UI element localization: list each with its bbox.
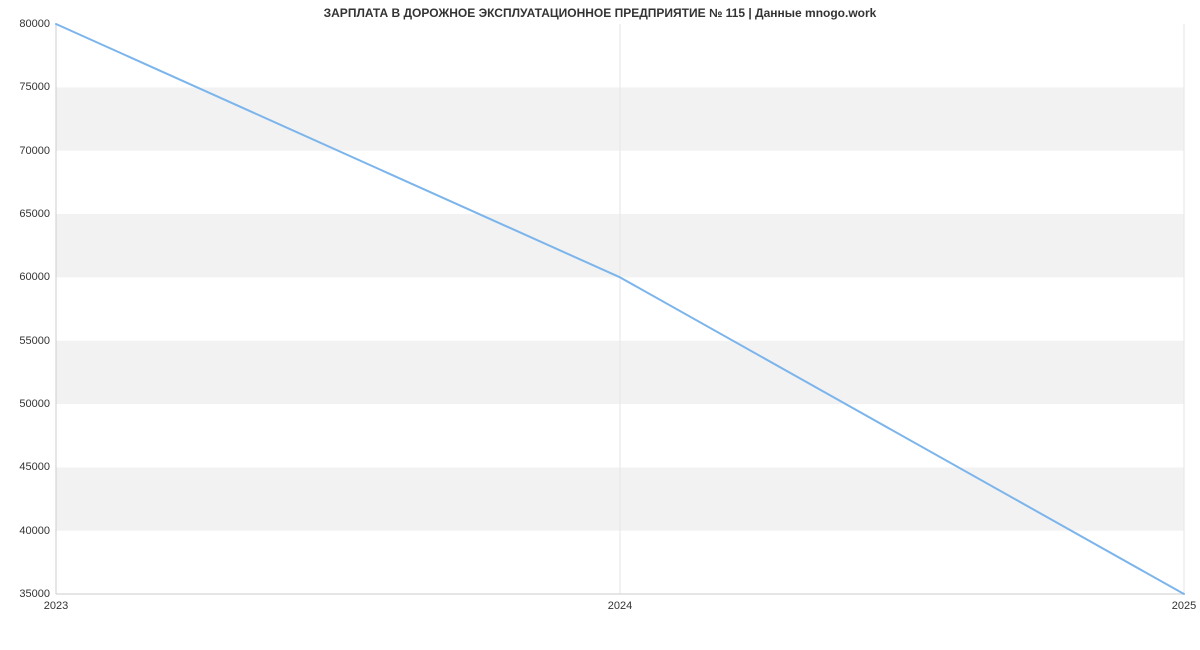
y-tick-label: 45000 (19, 461, 56, 473)
y-tick-label: 65000 (19, 208, 56, 220)
series-line-salary (56, 24, 1184, 594)
y-tick-label: 70000 (19, 145, 56, 157)
plot-area: 3500040000450005000055000600006500070000… (56, 24, 1184, 594)
x-tick-label: 2025 (1172, 594, 1196, 612)
x-tick-label: 2023 (44, 594, 68, 612)
y-tick-label: 50000 (19, 398, 56, 410)
chart-series (56, 24, 1184, 594)
y-tick-label: 40000 (19, 525, 56, 537)
y-tick-label: 80000 (19, 18, 56, 30)
x-tick-label: 2024 (608, 594, 632, 612)
y-tick-label: 55000 (19, 335, 56, 347)
salary-line-chart: ЗАРПЛАТА В ДОРОЖНОЕ ЭКСПЛУАТАЦИОННОЕ ПРЕ… (0, 0, 1200, 650)
y-tick-label: 60000 (19, 271, 56, 283)
chart-title: ЗАРПЛАТА В ДОРОЖНОЕ ЭКСПЛУАТАЦИОННОЕ ПРЕ… (0, 6, 1200, 20)
y-tick-label: 75000 (19, 81, 56, 93)
